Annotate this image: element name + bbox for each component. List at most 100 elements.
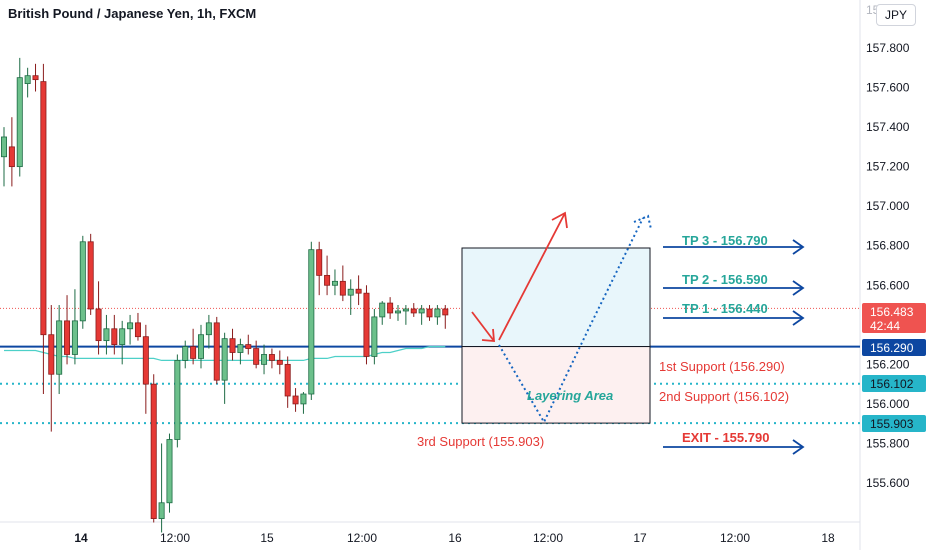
y-tick-label: 157.400: [866, 120, 910, 134]
candle-body: [442, 308, 449, 316]
candle-body: [245, 344, 252, 349]
candle-body: [426, 308, 433, 318]
drop-arrow: [471, 311, 495, 342]
candle-body: [410, 308, 417, 314]
candle-body: [379, 302, 386, 318]
support-2-badge: [862, 375, 926, 392]
last-price-badge: [862, 303, 926, 333]
candle-body: [134, 322, 141, 338]
layering-area-label: Layering Area: [527, 388, 613, 403]
chart-title: British Pound / Japanese Yen, 1h, FXCM: [8, 6, 257, 21]
x-tick-label: 16: [448, 531, 462, 545]
candle-body: [190, 346, 197, 359]
y-tick-label: 156.200: [866, 357, 910, 371]
tp2-label: TP 2 - 156.590: [682, 272, 768, 287]
exit-arrow-head: [792, 439, 805, 455]
candle-body: [268, 354, 275, 361]
candle-body: [182, 346, 189, 361]
rally-arrow: [498, 212, 566, 341]
tp2-arrow-head: [792, 280, 805, 296]
candle-body: [387, 302, 394, 314]
y-tick-label: 156.800: [866, 239, 910, 253]
candle-body: [142, 336, 149, 385]
x-tick-label: 15: [260, 531, 274, 545]
candle-body: [16, 77, 23, 168]
support-1-badge-text: 156.290: [870, 341, 914, 355]
candle-body: [111, 328, 118, 345]
candle-body: [213, 322, 220, 381]
support-1-label: 1st Support (156.290): [659, 359, 785, 374]
candle-body: [197, 334, 204, 359]
currency-button[interactable]: JPY: [876, 4, 916, 26]
last-price-badge-text: 156.483: [870, 305, 914, 319]
candle-body: [347, 288, 354, 296]
support-3-badge: [862, 415, 926, 432]
y-tick-label: 157.000: [866, 199, 910, 213]
x-tick-label: 18: [821, 531, 835, 545]
candle-body: [87, 241, 94, 310]
x-tick-label: 12:00: [533, 531, 563, 545]
candle-body: [331, 280, 338, 286]
candle-body: [394, 310, 401, 314]
x-tick-label: 12:00: [720, 531, 750, 545]
candle-body: [284, 363, 291, 397]
candle-body: [355, 288, 362, 294]
candle-body: [32, 75, 39, 81]
y-tick-label: 157.800: [866, 41, 910, 55]
candle-body: [40, 81, 47, 336]
candle-body: [371, 316, 378, 357]
target-zone-box: [461, 247, 651, 348]
x-tick-label: 12:00: [160, 531, 190, 545]
candle-body: [48, 334, 55, 375]
candle-body: [119, 328, 126, 345]
candle-body: [253, 348, 260, 365]
candle-body: [316, 249, 323, 276]
y-tick-label: 155.600: [866, 476, 910, 490]
candle-body: [8, 146, 15, 168]
candle-body: [150, 383, 157, 519]
support-3-label: 3rd Support (155.903): [417, 434, 544, 449]
candle-body: [418, 308, 425, 314]
candle-body: [229, 338, 236, 353]
candle-body: [363, 292, 370, 357]
candle-body: [237, 344, 244, 353]
candle-body: [71, 320, 78, 355]
support-1-badge: [862, 339, 926, 356]
last-price-badge-countdown: 42:44: [870, 319, 900, 333]
candle-body: [221, 338, 228, 381]
candle-body: [24, 75, 31, 84]
x-tick-label: 12:00: [347, 531, 377, 545]
x-tick-label: 17: [633, 531, 647, 545]
candle-body: [127, 322, 134, 330]
candle-body: [308, 249, 315, 395]
candle-body: [339, 280, 346, 296]
support-2-label: 2nd Support (156.102): [659, 389, 789, 404]
candle-body: [434, 308, 441, 318]
candle-body: [166, 439, 173, 504]
layering-area-box: [461, 346, 651, 424]
y-tick-label: 155.800: [866, 436, 910, 450]
candle-body: [56, 320, 63, 375]
x-tick-label: 14: [74, 531, 88, 545]
candle-body: [261, 354, 268, 365]
tp1-arrow-head: [792, 310, 805, 326]
candle-body: [64, 320, 71, 355]
y-tick-label: 157.600: [866, 81, 910, 95]
rally-arrow-head: [551, 211, 568, 229]
candle-body: [402, 308, 409, 312]
exit-label: EXIT - 155.790: [682, 430, 769, 445]
candle-body: [103, 328, 110, 342]
y-tick-label: 157.200: [866, 160, 910, 174]
y-tick-label: 156.600: [866, 278, 910, 292]
tp1-label: TP 1 - 156.440: [682, 301, 768, 316]
support-2-badge-text: 156.102: [870, 377, 914, 391]
candle-body: [0, 136, 7, 158]
candle-body: [276, 360, 283, 365]
candle-body: [95, 308, 102, 342]
tp3-arrow-head: [792, 239, 805, 255]
drop-arrow-head: [481, 328, 495, 342]
candle-body: [205, 322, 212, 336]
support-3-badge-text: 155.903: [870, 417, 914, 431]
candle-body: [324, 274, 331, 286]
